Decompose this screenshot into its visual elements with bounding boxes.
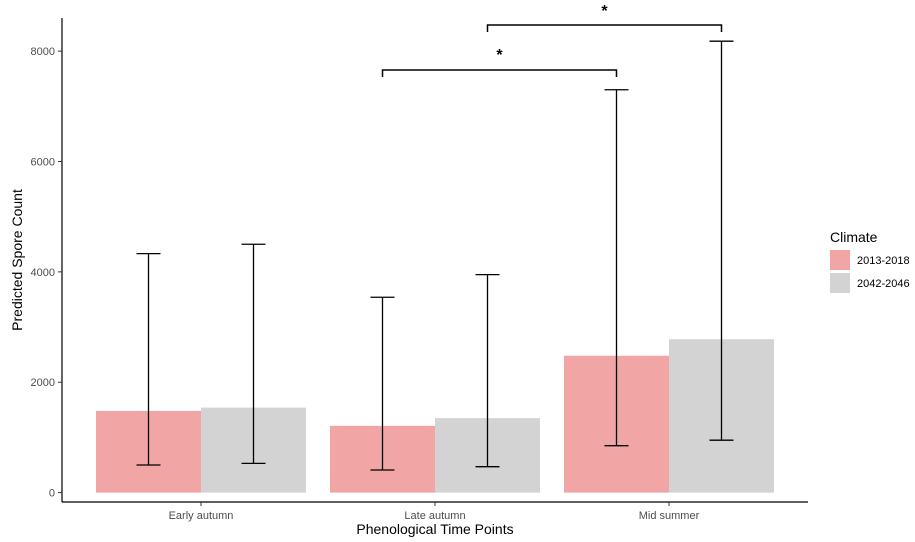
x-axis-title: Phenological Time Points	[356, 521, 513, 537]
legend-title: Climate	[830, 229, 878, 245]
x-tick-label: Mid summer	[639, 510, 700, 522]
y-tick-label: 8000	[31, 46, 55, 58]
significance-star: *	[601, 3, 608, 20]
x-tick-label: Late autumn	[404, 510, 465, 522]
x-tick-label: Early autumn	[169, 510, 234, 522]
legend-label: 2013-2018	[857, 255, 910, 267]
significance-bracket	[381, 69, 618, 77]
legend-label: 2042-2046	[857, 278, 910, 290]
y-tick-label: 0	[49, 488, 55, 500]
legend-key-2013-2018	[830, 250, 850, 270]
significance-star: *	[496, 47, 503, 64]
y-axis-title: Predicted Spore Count	[9, 189, 25, 331]
y-tick-label: 4000	[31, 267, 55, 279]
y-tick-label: 2000	[31, 377, 55, 389]
y-tick-label: 6000	[31, 156, 55, 168]
legend-key-2042-2046	[830, 273, 850, 293]
significance-bracket	[486, 24, 723, 32]
